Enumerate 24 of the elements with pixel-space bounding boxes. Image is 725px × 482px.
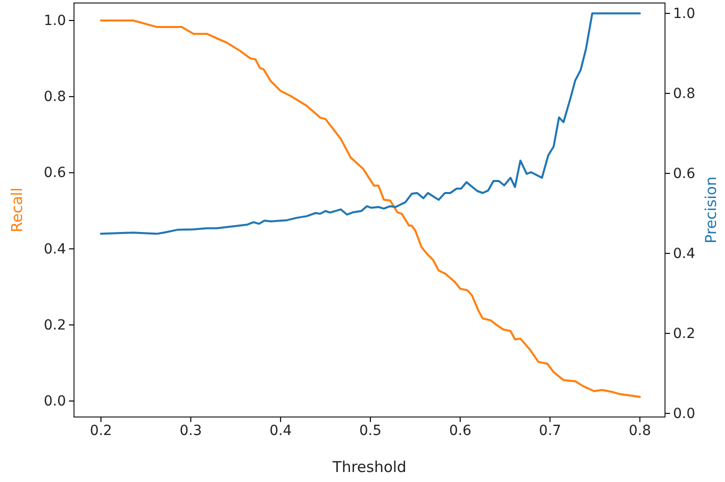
y-tick-label: 0.2	[44, 317, 66, 334]
y2-tick-label: 1.0	[673, 6, 696, 22]
y-axis-title: Recall	[8, 188, 26, 232]
x-tick-label: 0.2	[90, 422, 112, 439]
x-axis-title: Threshold	[332, 458, 406, 476]
x-tick-label: 0.5	[359, 422, 382, 439]
line-series	[100, 20, 641, 398]
x-tick-label: 0.6	[449, 422, 472, 439]
line-series	[100, 12, 641, 235]
x-tick-label: 0.7	[538, 422, 562, 439]
y2-tick-label: 0.8	[673, 86, 696, 102]
y2-tick-label: 0.2	[673, 326, 696, 342]
y-tick-label: 0.6	[44, 165, 66, 182]
y2-axis-title: Precision	[702, 176, 720, 244]
y2-tick-label: 0.6	[673, 166, 696, 182]
y-tick-label: 1.0	[44, 12, 66, 29]
x-tick-label: 0.8	[628, 422, 651, 439]
y-tick-label: 0.4	[44, 241, 66, 258]
y-tick-label: 0.0	[44, 394, 66, 410]
y2-tick-label: 0.0	[673, 406, 696, 422]
y2-tick-label: 0.4	[673, 246, 696, 262]
y-tick-label: 0.8	[44, 89, 66, 106]
x-tick-label: 0.4	[269, 422, 292, 439]
x-tick-label: 0.3	[180, 422, 202, 439]
